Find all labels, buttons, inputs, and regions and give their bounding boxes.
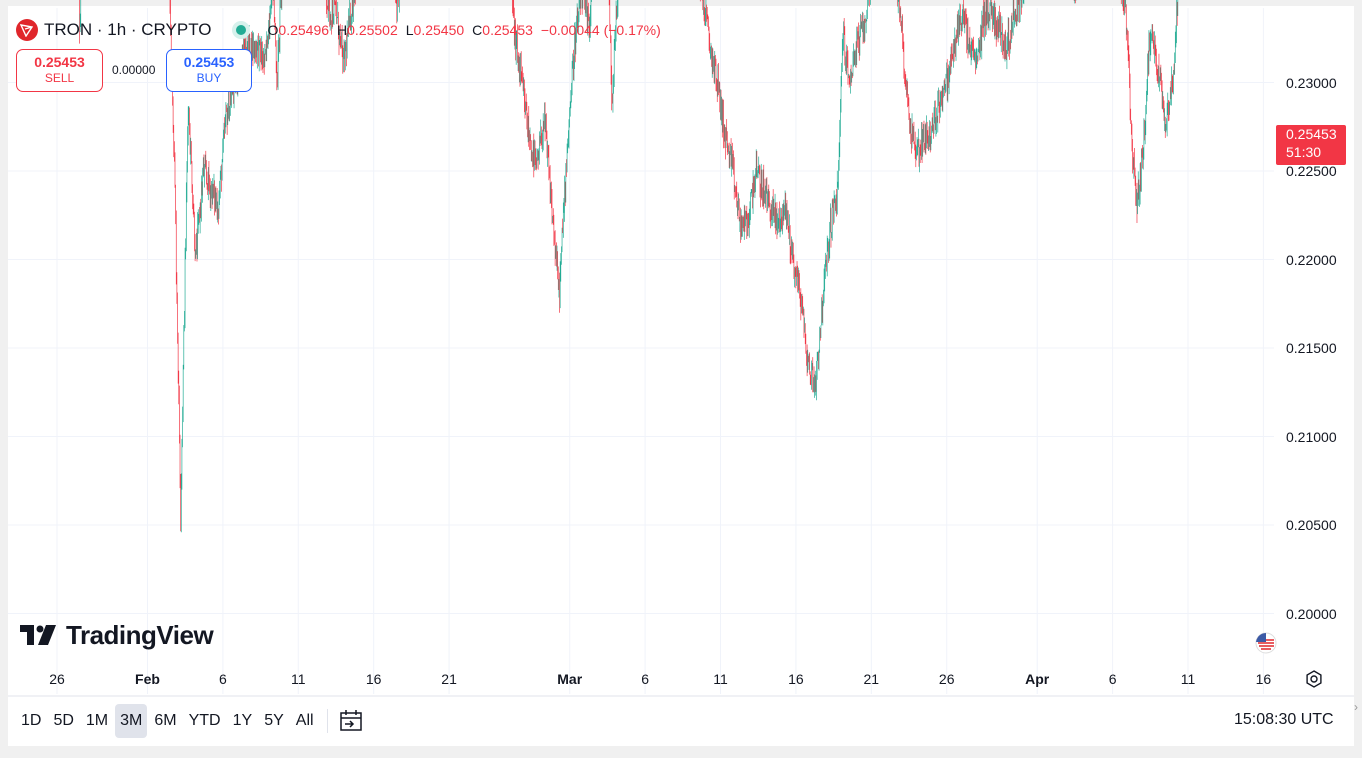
utc-clock[interactable]: 15:08:30 UTC	[1234, 711, 1334, 728]
low-value: 0.25450	[413, 22, 465, 38]
us-flag-icon[interactable]	[1255, 632, 1277, 654]
buy-price: 0.25453	[183, 54, 235, 70]
range-button-6m[interactable]: 6M	[154, 712, 177, 729]
time-tick-label: 11	[1180, 671, 1196, 687]
spread-value: 0.00000	[112, 63, 156, 77]
scroll-right-icon[interactable]: ›	[1354, 700, 1358, 714]
time-tick-label: 6	[641, 671, 650, 687]
time-tick-label: 11	[713, 671, 728, 687]
price-tick-label: 0.21500	[1286, 340, 1337, 356]
buy-button[interactable]: 0.25453 BUY	[166, 49, 252, 92]
range-toolbar: 1D 5D 1M 3M 6M YTD 1Y 5Y All	[16, 704, 364, 738]
range-button-1y[interactable]: 1Y	[232, 712, 253, 729]
chart-header: TRON · 1h · CRYPTO O0.25496 H0.25502 L0.…	[16, 18, 661, 42]
range-button-ytd[interactable]: YTD	[188, 712, 221, 729]
price-tick-label: 0.22500	[1286, 163, 1337, 179]
time-tick-label: Feb	[135, 671, 160, 687]
high-value: 0.25502	[347, 22, 398, 38]
range-button-5y[interactable]: 5Y	[264, 712, 284, 729]
time-tick-label: 16	[1255, 671, 1272, 687]
sell-price: 0.25453	[34, 54, 85, 70]
price-tick-label: 0.21000	[1286, 428, 1337, 445]
change-value: −0.00044 (−0.17%)	[540, 22, 661, 38]
time-tick-label: 11	[290, 671, 306, 687]
time-tick-label: Mar	[557, 671, 583, 687]
price-tick-label: 0.23000	[1286, 74, 1337, 91]
price-tick-label: 0.20000	[1286, 605, 1337, 622]
time-tick-label: 21	[863, 671, 880, 687]
badge-countdown: 51:30	[1286, 144, 1322, 160]
price-tick-label: 0.23500	[1286, 0, 1337, 2]
time-tick-label: 16	[365, 671, 382, 687]
range-button-1d[interactable]: 1D	[21, 712, 42, 729]
range-button-all[interactable]: All	[295, 712, 314, 729]
settings-gear-icon[interactable]	[1304, 669, 1324, 689]
price-tick-label: 0.22000	[1286, 251, 1337, 268]
tradingview-logo[interactable]: TradingView	[20, 620, 214, 651]
symbol-title[interactable]: TRON · 1h · CRYPTO	[44, 20, 212, 39]
time-tick-label: 26	[938, 671, 955, 687]
chart-window	[8, 6, 1354, 746]
tradingview-logo-icon	[20, 624, 56, 645]
close-value: 0.25453	[482, 22, 533, 38]
sell-label: SELL	[44, 71, 75, 85]
buy-label: BUY	[196, 71, 222, 85]
time-tick-label: 16	[788, 671, 804, 687]
badge-price: 0.25453	[1286, 126, 1337, 142]
time-tick-label: 6	[1108, 671, 1117, 687]
range-button-1m[interactable]: 1M	[85, 712, 109, 729]
time-tick-label: 26	[49, 671, 65, 687]
ohlc-values: O0.25496 H0.25502 L0.25450 C0.25453 −0.0…	[267, 22, 661, 38]
price-tick-label: 0.20500	[1286, 517, 1337, 533]
sell-button[interactable]: 0.25453 SELL	[16, 49, 103, 92]
time-tick-label: 6	[218, 671, 227, 687]
market-status-icon[interactable]	[235, 25, 246, 35]
range-button-5d[interactable]: 5D	[53, 712, 74, 729]
time-tick-label: Apr	[1025, 671, 1050, 687]
grid	[8, 8, 1274, 694]
open-value: 0.25496	[278, 22, 330, 38]
time-tick-label: 21	[441, 671, 457, 687]
range-button-3m[interactable]: 3M	[115, 704, 148, 738]
current-price-badge: 0.25453 51:30	[1276, 125, 1346, 165]
tron-logo-icon	[16, 19, 38, 41]
date-range-icon[interactable]	[338, 708, 364, 734]
